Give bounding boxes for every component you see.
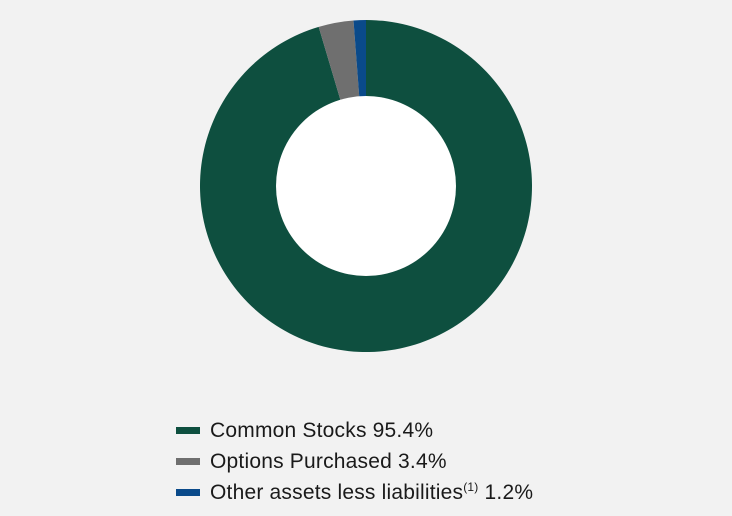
legend-row: Common Stocks 95.4% — [176, 418, 533, 443]
legend: Common Stocks 95.4% Options Purchased 3.4… — [176, 418, 533, 512]
donut-chart — [0, 0, 732, 390]
legend-footnote-ref: (1) — [463, 480, 478, 494]
legend-row: Other assets less liabilities(1) 1.2% — [176, 480, 533, 505]
legend-label: Common Stocks 95.4% — [210, 418, 433, 443]
legend-label: Options Purchased 3.4% — [210, 449, 447, 474]
legend-row: Options Purchased 3.4% — [176, 449, 533, 474]
legend-swatch — [176, 489, 200, 496]
figure-root: Common Stocks 95.4% Options Purchased 3.4… — [0, 0, 732, 516]
legend-label: Other assets less liabilities(1) 1.2% — [210, 480, 533, 505]
legend-swatch — [176, 458, 200, 465]
legend-swatch — [176, 427, 200, 434]
donut-hole — [276, 96, 456, 276]
